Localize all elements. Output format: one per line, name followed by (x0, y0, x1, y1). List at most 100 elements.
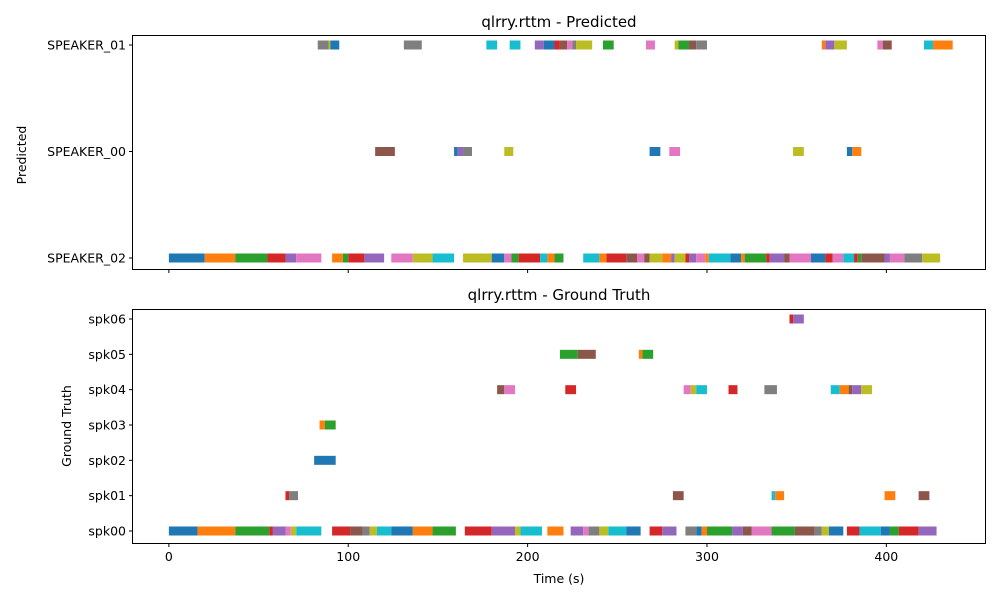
segment-spk00 (570, 526, 584, 536)
segment-SPEAKER_02 (889, 253, 905, 263)
segment-SPEAKER_02 (296, 253, 322, 263)
segment-spk05 (577, 349, 596, 359)
segment-SPEAKER_02 (832, 253, 844, 263)
segment-spk00 (898, 526, 919, 536)
segment-SPEAKER_01 (932, 40, 953, 50)
segment-SPEAKER_01 (602, 40, 614, 50)
segment-spk00 (828, 526, 844, 536)
segment-SPEAKER_01 (559, 40, 568, 50)
segment-SPEAKER_01 (486, 40, 498, 50)
segment-SPEAKER_01 (328, 40, 331, 50)
x-axis-label: Time (s) (533, 571, 585, 586)
ground-truth-segments (168, 314, 937, 536)
segment-spk00 (168, 526, 198, 536)
segment-SPEAKER_02 (904, 253, 923, 263)
segment-SPEAKER_02 (922, 253, 941, 263)
segment-SPEAKER_02 (511, 253, 519, 263)
segment-spk00 (235, 526, 270, 536)
segment-SPEAKER_02 (364, 253, 385, 263)
segment-spk02 (314, 455, 336, 465)
segment-SPEAKER_02 (685, 253, 690, 263)
segment-spk04 (497, 385, 505, 395)
segment-SPEAKER_00 (457, 147, 464, 156)
segment-spk01 (771, 491, 776, 501)
segment-spk00 (880, 526, 890, 536)
segment-spk00 (732, 526, 743, 536)
segment-SPEAKER_02 (554, 253, 564, 263)
segment-SPEAKER_00 (793, 147, 804, 156)
segment-SPEAKER_02 (857, 253, 862, 263)
segment-SPEAKER_02 (235, 253, 268, 263)
segment-spk04 (565, 385, 577, 395)
segment-spk00 (649, 526, 663, 536)
segment-SPEAKER_02 (606, 253, 627, 263)
segment-spk00 (290, 526, 297, 536)
segment-SPEAKER_01 (317, 40, 329, 50)
ground-truth-title: qlrry.rttm - Ground Truth (468, 286, 651, 304)
segment-spk04 (830, 385, 840, 395)
segment-spk04 (683, 385, 691, 395)
segment-SPEAKER_02 (766, 253, 770, 263)
segment-spk00 (742, 526, 752, 536)
segment-spk00 (520, 526, 542, 536)
segment-spk00 (821, 526, 829, 536)
ground-truth-x-ticks: 0 100 200 300 400 (165, 543, 898, 564)
segment-SPEAKER_02 (599, 253, 607, 263)
segment-SPEAKER_01 (834, 40, 847, 50)
segment-spk04 (690, 385, 697, 395)
segment-spk00 (547, 526, 564, 536)
y-tick-label: spk02 (88, 453, 126, 468)
segment-SPEAKER_02 (825, 253, 833, 263)
segment-SPEAKER_00 (846, 147, 853, 156)
segment-spk00 (706, 526, 733, 536)
segment-spk00 (583, 526, 589, 536)
segment-SPEAKER_02 (674, 253, 686, 263)
segment-spk00 (662, 526, 677, 536)
segment-SPEAKER_02 (332, 253, 343, 263)
segment-spk04 (764, 385, 777, 395)
predicted-segments (168, 40, 953, 263)
segment-spk04 (696, 385, 707, 395)
segment-SPEAKER_01 (572, 40, 577, 50)
segment-spk05 (642, 349, 654, 359)
segment-spk00 (285, 526, 291, 536)
segment-spk03 (319, 420, 325, 430)
segment-spk01 (775, 491, 785, 501)
segment-spk00 (376, 526, 392, 536)
x-tick-label: 300 (695, 549, 719, 564)
segment-spk01 (285, 491, 290, 501)
segment-spk00 (685, 526, 697, 536)
ground-truth-panel: qlrry.rttm - Ground Truth Ground Truth s… (59, 286, 986, 586)
segment-SPEAKER_02 (861, 253, 885, 263)
ground-truth-y-ticks: spk00 spk01 spk02 spk03 spk04 spk05 spk06 (88, 312, 133, 539)
segment-SPEAKER_02 (547, 253, 555, 263)
y-tick-label: spk00 (88, 524, 126, 539)
segment-SPEAKER_01 (825, 40, 835, 50)
y-tick-label: spk06 (88, 312, 126, 327)
ground-truth-plot-frame (132, 309, 986, 544)
segment-SPEAKER_02 (662, 253, 672, 263)
segment-SPEAKER_00 (852, 147, 862, 156)
segment-spk05 (638, 349, 643, 359)
segment-SPEAKER_02 (789, 253, 812, 263)
segment-SPEAKER_02 (884, 253, 890, 263)
segment-SPEAKER_01 (534, 40, 544, 50)
segment-SPEAKER_01 (645, 40, 655, 50)
segment-SPEAKER_01 (330, 40, 340, 50)
segment-spk00 (432, 526, 456, 536)
segment-SPEAKER_02 (267, 253, 286, 263)
segment-spk00 (701, 526, 707, 536)
segment-SPEAKER_02 (843, 253, 855, 263)
segment-SPEAKER_01 (403, 40, 422, 50)
predicted-plot-frame (132, 35, 986, 270)
x-tick-label: 0 (165, 549, 173, 564)
segment-SPEAKER_01 (924, 40, 933, 50)
segment-SPEAKER_02 (518, 253, 541, 263)
segment-spk00 (197, 526, 236, 536)
segment-SPEAKER_00 (669, 147, 681, 156)
predicted-ylabel: Predicted (14, 126, 29, 185)
segment-spk00 (332, 526, 351, 536)
segment-spk00 (889, 526, 899, 536)
y-tick-label: spk04 (88, 382, 126, 397)
